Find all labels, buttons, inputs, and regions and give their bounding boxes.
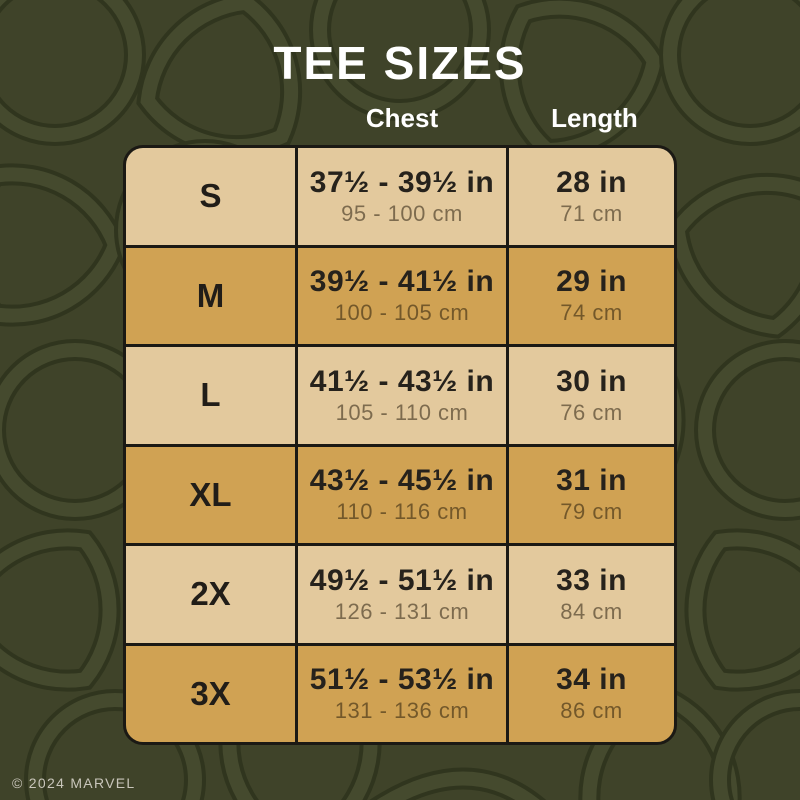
size-column-spacer [123, 103, 292, 134]
table-row-xl: XL 43½ - 45½ in 110 - 116 cm 31 in 79 cm [126, 443, 674, 544]
chest-cm: 131 - 136 cm [334, 698, 470, 724]
size-cell: L [126, 347, 295, 444]
size-cell: S [126, 148, 295, 245]
length-cm: 76 cm [560, 399, 623, 425]
table-row-3x: 3X 51½ - 53½ in 131 - 136 cm 34 in 86 cm [126, 642, 674, 743]
chest-cell: 41½ - 43½ in 105 - 110 cm [295, 347, 509, 444]
chest-cm: 110 - 116 cm [336, 499, 468, 525]
chest-cell: 37½ - 39½ in 95 - 100 cm [295, 148, 509, 245]
chest-column-header: Chest [365, 103, 439, 133]
chest-cm: 95 - 100 cm [341, 200, 463, 226]
size-cell: XL [126, 447, 295, 544]
size-label: L [200, 376, 221, 414]
copyright-notice: © 2024 MARVEL [12, 775, 136, 791]
chest-cm: 126 - 131 cm [334, 598, 470, 624]
chest-inches: 51½ - 53½ in [309, 663, 495, 697]
length-inches: 31 in [556, 464, 627, 498]
length-inches: 33 in [556, 563, 627, 597]
length-inches: 30 in [556, 364, 627, 398]
size-label: 3X [190, 674, 231, 712]
chest-inches: 39½ - 41½ in [309, 265, 495, 299]
table-row-2x: 2X 49½ - 51½ in 126 - 131 cm 33 in 84 cm [126, 543, 674, 643]
chest-cell: 43½ - 45½ in 110 - 116 cm [295, 446, 509, 543]
size-label: S [199, 177, 222, 215]
size-label: 2X [190, 575, 231, 613]
chest-cm: 100 - 105 cm [334, 300, 470, 326]
length-cell: 34 in 86 cm [509, 646, 674, 743]
table-row-m: M 39½ - 41½ in 100 - 105 cm 29 in 74 cm [126, 244, 674, 345]
length-inches: 28 in [556, 165, 627, 199]
chest-cell: 39½ - 41½ in 100 - 105 cm [295, 247, 509, 344]
page-title: TEE SIZES [273, 37, 527, 89]
chest-cell: 49½ - 51½ in 126 - 131 cm [295, 546, 509, 643]
table-row-s: S 37½ - 39½ in 95 - 100 cm 28 in 71 cm [126, 148, 674, 245]
size-chart-table: S 37½ - 39½ in 95 - 100 cm 28 in 71 cm M… [123, 145, 677, 745]
length-cm: 71 cm [560, 200, 623, 226]
size-cell: M [126, 248, 295, 345]
chest-inches: 41½ - 43½ in [309, 364, 495, 398]
chest-inches: 49½ - 51½ in [309, 563, 495, 597]
size-label: M [196, 276, 225, 314]
length-cell: 31 in 79 cm [509, 447, 674, 544]
length-cell: 33 in 84 cm [509, 546, 674, 643]
length-cell: 30 in 76 cm [509, 347, 674, 444]
chest-inches: 37½ - 39½ in [309, 165, 495, 199]
column-headers: Chest Length [123, 103, 677, 134]
length-inches: 34 in [556, 663, 627, 697]
table-row-l: L 41½ - 43½ in 105 - 110 cm 30 in 76 cm [126, 344, 674, 444]
size-cell: 2X [126, 546, 295, 643]
length-cell: 29 in 74 cm [509, 248, 674, 345]
length-cell: 28 in 71 cm [509, 148, 674, 245]
length-inches: 29 in [556, 265, 627, 299]
size-label: XL [189, 475, 232, 513]
chest-cm: 105 - 110 cm [335, 399, 469, 425]
chest-cell: 51½ - 53½ in 131 - 136 cm [295, 645, 509, 742]
length-cm: 84 cm [560, 598, 623, 624]
length-cm: 74 cm [560, 300, 623, 326]
size-cell: 3X [126, 646, 295, 743]
length-cm: 79 cm [560, 499, 623, 525]
chest-inches: 43½ - 45½ in [309, 464, 495, 498]
length-column-header: Length [551, 103, 638, 133]
length-cm: 86 cm [560, 698, 623, 724]
